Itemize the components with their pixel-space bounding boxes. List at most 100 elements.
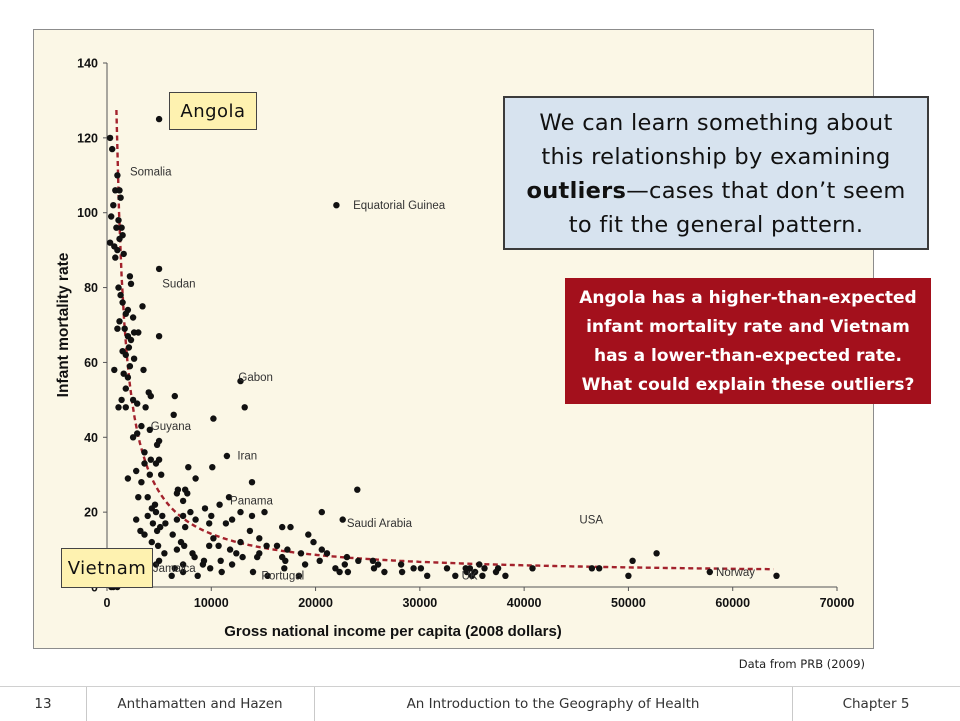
data-point bbox=[155, 333, 163, 340]
data-point bbox=[297, 550, 305, 557]
data-point bbox=[233, 550, 240, 557]
data-point bbox=[140, 366, 147, 374]
data-point bbox=[249, 568, 257, 576]
data-point bbox=[282, 557, 289, 564]
y-tick-label: 60 bbox=[84, 356, 98, 370]
data-point bbox=[154, 542, 162, 549]
data-point bbox=[341, 561, 348, 568]
country-annotation: Jamaica bbox=[153, 563, 196, 575]
data-point bbox=[155, 265, 163, 273]
data-point bbox=[398, 568, 406, 576]
data-point bbox=[122, 404, 129, 411]
data-point bbox=[173, 516, 181, 523]
y-tick-label: 40 bbox=[84, 431, 98, 445]
outliers-question-box: Angola has a higher-than-expected infant… bbox=[565, 278, 931, 404]
data-point bbox=[256, 535, 263, 542]
data-point bbox=[318, 546, 325, 553]
data-point bbox=[208, 512, 215, 520]
data-point bbox=[316, 557, 323, 564]
data-point bbox=[773, 572, 780, 579]
data-point bbox=[279, 523, 286, 531]
data-point bbox=[129, 396, 137, 404]
data-point bbox=[168, 572, 175, 579]
data-point bbox=[281, 565, 288, 572]
data-point bbox=[625, 572, 632, 579]
data-point bbox=[374, 561, 382, 568]
data-point bbox=[629, 557, 636, 564]
data-point bbox=[248, 512, 256, 520]
data-point bbox=[129, 434, 137, 441]
data-point bbox=[185, 464, 192, 471]
data-point bbox=[207, 565, 214, 572]
data-point bbox=[125, 344, 133, 351]
data-point bbox=[173, 546, 181, 553]
country-annotation: UK bbox=[462, 571, 478, 583]
y-tick-label: 80 bbox=[84, 281, 98, 295]
data-point bbox=[225, 494, 233, 501]
data-point bbox=[117, 194, 124, 201]
data-point bbox=[159, 512, 166, 520]
data-point bbox=[116, 187, 123, 194]
data-point bbox=[210, 415, 217, 422]
data-point bbox=[108, 213, 115, 220]
data-point bbox=[181, 542, 188, 549]
data-point bbox=[284, 546, 291, 553]
data-point bbox=[106, 239, 114, 246]
outliers-term: outliers bbox=[526, 178, 627, 204]
data-point bbox=[222, 520, 230, 527]
data-point bbox=[228, 561, 236, 568]
country-annotation: Portugal bbox=[261, 571, 304, 583]
data-point bbox=[111, 366, 118, 374]
data-point bbox=[153, 527, 161, 535]
data-point bbox=[115, 217, 122, 224]
data-point bbox=[127, 280, 135, 287]
data-point bbox=[124, 475, 132, 482]
data-point bbox=[218, 568, 225, 576]
x-tick-label: 60000 bbox=[715, 596, 750, 610]
data-point bbox=[126, 363, 134, 370]
data-point bbox=[706, 568, 713, 576]
data-point bbox=[109, 145, 116, 153]
y-tick-label: 140 bbox=[77, 57, 98, 71]
data-point bbox=[138, 479, 145, 486]
x-tick-label: 40000 bbox=[507, 596, 542, 610]
data-point bbox=[481, 565, 488, 572]
data-point bbox=[112, 254, 119, 261]
data-point bbox=[155, 115, 163, 123]
data-point bbox=[162, 520, 169, 527]
footer-divider bbox=[792, 687, 793, 721]
data-point bbox=[106, 134, 114, 142]
data-point bbox=[117, 291, 124, 299]
data-point bbox=[138, 422, 145, 430]
country-annotation: Iran bbox=[237, 451, 257, 463]
data-point bbox=[226, 546, 234, 553]
data-point bbox=[209, 464, 216, 471]
data-point bbox=[653, 550, 660, 557]
data-point bbox=[124, 374, 132, 381]
data-point bbox=[369, 557, 377, 564]
data-point bbox=[147, 392, 154, 400]
slide-number: 13 bbox=[34, 696, 52, 712]
data-point bbox=[114, 325, 121, 332]
y-tick-label: 100 bbox=[77, 206, 98, 220]
data-point bbox=[468, 572, 476, 579]
data-point bbox=[248, 479, 256, 486]
data-point bbox=[179, 512, 187, 520]
data-point bbox=[113, 224, 120, 231]
data-point bbox=[170, 411, 177, 418]
data-point bbox=[146, 426, 153, 433]
data-point bbox=[254, 553, 261, 561]
data-point bbox=[410, 565, 417, 572]
outliers-explanation-box: We can learn something about this relati… bbox=[503, 96, 929, 250]
data-point bbox=[129, 314, 137, 321]
country-annotation: Equatorial Guinea bbox=[353, 200, 446, 212]
outliers-text-end: —cases that don’t seem to fit the genera… bbox=[568, 178, 906, 238]
data-point bbox=[381, 568, 388, 576]
data-point bbox=[295, 572, 303, 579]
data-point bbox=[443, 565, 451, 572]
data-point bbox=[115, 284, 122, 291]
data-point bbox=[122, 310, 129, 317]
data-point bbox=[301, 561, 309, 568]
data-point bbox=[397, 561, 405, 568]
angola-callout: Angola bbox=[169, 92, 257, 130]
